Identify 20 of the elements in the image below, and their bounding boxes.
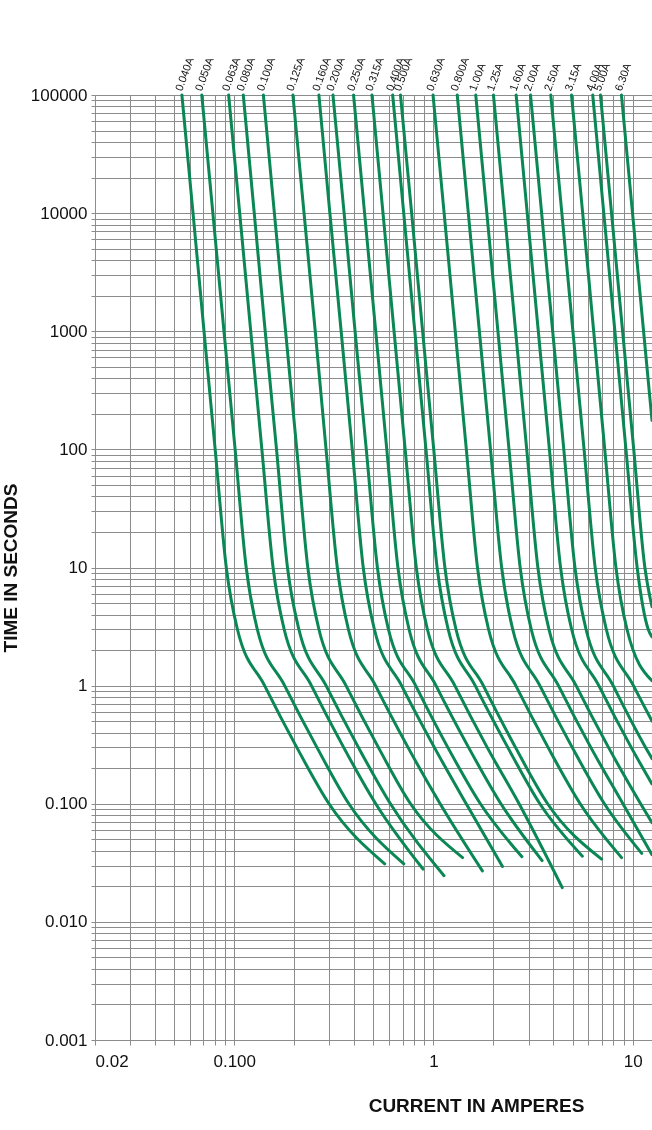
y-tick-label: 1 (78, 676, 88, 696)
x-tick-label: 0.100 (213, 1051, 257, 1071)
y-tick-label: 0.100 (44, 794, 88, 814)
x-tick-label: 0.02 (95, 1051, 129, 1071)
y-tick-label: 0.001 (44, 1030, 88, 1050)
y-tick-label: 0.010 (44, 912, 88, 932)
y-tick-label: 10 (68, 558, 88, 577)
y-tick-label: 100000 (30, 85, 88, 105)
y-axis-title: TIME IN SECONDS (0, 483, 21, 653)
text: 2.50A (541, 60, 563, 93)
text: 0.100A (254, 55, 278, 93)
x-tick-label: 1 (429, 1051, 439, 1071)
y-tick-label: 100 (59, 439, 88, 459)
line-series (619, 93, 652, 422)
text: 6.30A (612, 60, 634, 93)
y-tick-label: 1000 (49, 321, 88, 341)
x-tick-label: 10 (623, 1051, 643, 1071)
y-tick-label: 10000 (40, 203, 88, 223)
text: 3.15A (562, 60, 584, 93)
x-axis-title: CURRENT IN AMPERES (368, 1094, 585, 1116)
